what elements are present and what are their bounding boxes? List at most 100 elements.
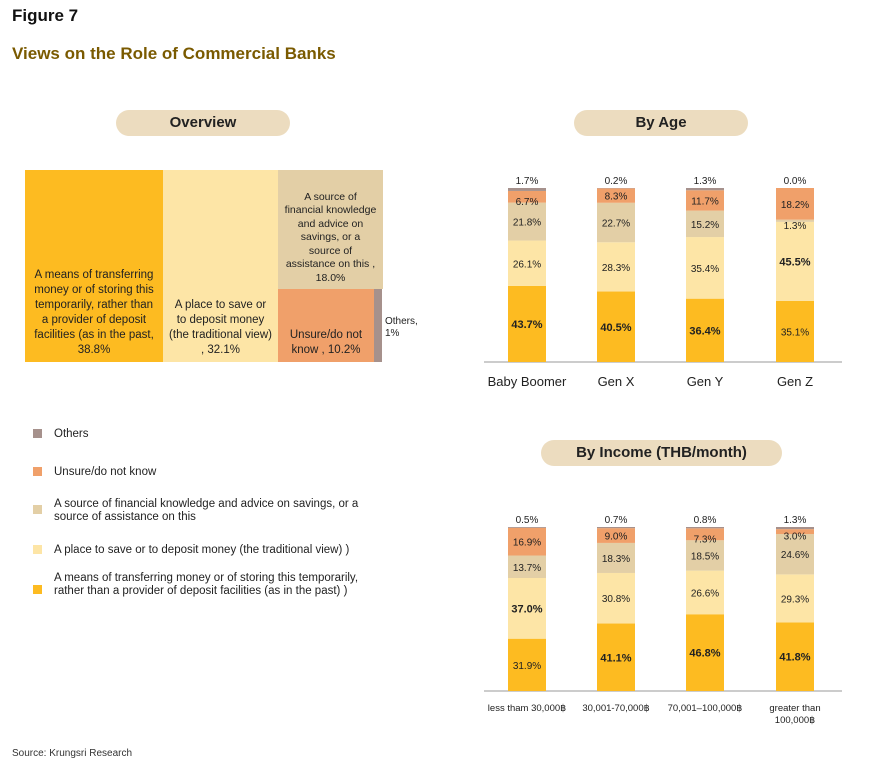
by-age-bar-unsure-2 xyxy=(686,190,724,211)
by-age-bar-save-3 xyxy=(776,221,814,301)
treemap-cell-unsure: Unsure/do not know , 10.2% xyxy=(278,289,374,362)
treemap-label-unsure: Unsure/do not know , 10.2% xyxy=(289,329,363,356)
by-age-data-label-others-3: 0.0% xyxy=(784,176,807,187)
legend-swatch-others xyxy=(33,429,42,438)
by-income-data-label-others-2: 0.8% xyxy=(694,515,717,526)
by-income-bar-save-1 xyxy=(597,572,635,624)
by-income-data-label-others-0: 0.5% xyxy=(516,515,539,526)
by-age-heading: By Age xyxy=(574,110,748,136)
by-income-data-label-unsure-3: 3.0% xyxy=(784,532,807,543)
figure-label: Figure 7 xyxy=(12,6,79,25)
by-income-heading: By Income (THB/month) xyxy=(541,440,782,466)
source-note: Source: Krungsri Research xyxy=(12,748,133,759)
by-age-category-label-1: Gen X xyxy=(598,374,635,389)
by-age-data-label-save-1: 28.3% xyxy=(602,263,630,274)
by-age-category-label-0: Baby Boomer xyxy=(488,374,567,389)
by-age-bar-knowledge-2 xyxy=(686,210,724,238)
legend-swatch-unsure xyxy=(33,467,42,476)
by-age-category-label-2: Gen Y xyxy=(687,374,724,389)
by-age-data-label-unsure-2: 11.7% xyxy=(691,196,719,207)
by-income-bar-unsure-3 xyxy=(776,529,814,535)
by-income-data-label-unsure-1: 9.0% xyxy=(605,532,628,543)
by-income-data-label-knowledge-0: 13.7% xyxy=(513,563,541,574)
by-age-bar-knowledge-1 xyxy=(597,202,635,243)
by-age-bar-knowledge-3 xyxy=(776,219,814,222)
by-income-category-label-1: 30,001-70,000฿ xyxy=(582,703,649,714)
treemap-cell-save: A place to save or to deposit money (the… xyxy=(163,170,278,362)
by-age-bar-save-2 xyxy=(686,237,724,299)
by-income-data-label-knowledge-3: 24.6% xyxy=(781,550,809,561)
by-age-data-label-others-0: 1.7% xyxy=(516,176,539,187)
by-age-data-label-knowledge-0: 21.8% xyxy=(513,218,541,229)
by-age-bar-unsure-1 xyxy=(597,188,635,203)
by-income-category-label-3: greater than xyxy=(769,703,820,714)
treemap-cell-others xyxy=(374,289,382,362)
by-age-bar-knowledge-0 xyxy=(508,202,546,241)
by-age-data-label-unsure-1: 8.3% xyxy=(605,192,628,203)
by-income-bar-others-3 xyxy=(776,527,814,530)
by-age-data-label-knowledge-1: 22.7% xyxy=(602,219,630,230)
by-income-data-label-knowledge-1: 18.3% xyxy=(602,554,630,565)
by-age-bar-transfer-3 xyxy=(776,300,814,362)
by-age-bar-save-1 xyxy=(597,242,635,292)
by-income-bar-unsure-1 xyxy=(597,528,635,543)
by-income-bar-unsure-2 xyxy=(686,528,724,541)
by-age-bar-transfer-0 xyxy=(508,285,546,362)
legend-label-others: Others xyxy=(54,428,89,440)
treemap-label-save: A place to save or to deposit money (the… xyxy=(169,299,272,356)
by-income-bar-transfer-3 xyxy=(776,622,814,691)
treemap-cell-transfer: A means of transferring money or of stor… xyxy=(25,170,163,362)
by-age-data-label-others-2: 1.3% xyxy=(694,176,717,187)
by-income-data-label-others-1: 0.7% xyxy=(605,515,628,526)
by-age-data-label-save-0: 26.1% xyxy=(513,259,541,270)
by-age-data-label-transfer-3: 35.1% xyxy=(781,327,809,338)
overview-heading: Overview xyxy=(116,110,290,136)
legend-swatch-knowledge xyxy=(33,505,42,514)
by-income-bar-transfer-2 xyxy=(686,614,724,691)
by-age-data-label-unsure-3: 18.2% xyxy=(781,200,809,211)
by-income-bar-knowledge-1 xyxy=(597,542,635,573)
treemap-label-transfer: A means of transferring money or of stor… xyxy=(34,269,154,356)
by-income-category-label-0: less tham 30,000฿ xyxy=(488,703,566,714)
by-age-data-label-save-2: 35.4% xyxy=(691,264,719,275)
figure-title: Views on the Role of Commercial Banks xyxy=(12,44,336,63)
by-income-bar-save-3 xyxy=(776,574,814,623)
by-income-bar-unsure-0 xyxy=(508,527,546,556)
by-age-bar-others-0 xyxy=(508,188,546,191)
by-income-data-label-save-1: 30.8% xyxy=(602,594,630,605)
by-income-data-label-save-0: 37.0% xyxy=(511,603,542,615)
by-age-data-label-others-1: 0.2% xyxy=(605,176,628,187)
by-income-data-label-transfer-0: 31.9% xyxy=(513,661,541,672)
by-age-bar-transfer-1 xyxy=(597,291,635,362)
legend-label-unsure: Unsure/do not know xyxy=(54,466,157,478)
by-income-bar-knowledge-2 xyxy=(686,540,724,571)
by-age-bar-unsure-3 xyxy=(776,188,814,220)
by-age-data-label-knowledge-2: 15.2% xyxy=(691,220,719,231)
by-income-category-label-2: 70,001–100,000฿ xyxy=(668,703,743,714)
treemap-label-knowledge: A source of financial knowledge and advi… xyxy=(284,190,377,284)
legend-swatch-save xyxy=(33,545,42,554)
by-age-data-label-transfer-0: 43.7% xyxy=(511,319,542,331)
by-age-data-label-knowledge-3: 1.3% xyxy=(784,221,807,232)
by-age-bar-save-0 xyxy=(508,240,546,286)
by-income-bar-save-2 xyxy=(686,570,724,615)
treemap-cell-knowledge: A source of financial knowledge and advi… xyxy=(278,170,383,289)
by-income-data-label-save-3: 29.3% xyxy=(781,594,809,605)
legend-label-knowledge: A source of financial knowledge and advi… xyxy=(54,498,359,523)
by-age-bar-unsure-0 xyxy=(508,190,546,203)
legend-swatch-transfer xyxy=(33,585,42,594)
by-age-data-label-transfer-1: 40.5% xyxy=(600,322,631,334)
by-income-data-label-unsure-2: 7.3% xyxy=(694,534,717,545)
by-income-data-label-transfer-2: 46.8% xyxy=(689,648,720,660)
by-income-bar-save-0 xyxy=(508,578,546,639)
by-age-category-label-3: Gen Z xyxy=(777,374,813,389)
by-income-bar-others-0 xyxy=(508,527,546,528)
by-income-bar-transfer-0 xyxy=(508,638,546,691)
by-income-bar-knowledge-3 xyxy=(776,534,814,575)
by-age-data-label-unsure-0: 6.7% xyxy=(516,197,539,208)
by-income-data-label-transfer-1: 41.1% xyxy=(600,652,631,664)
by-income-bar-knowledge-0 xyxy=(508,555,546,579)
by-income-bar-transfer-1 xyxy=(597,623,635,691)
